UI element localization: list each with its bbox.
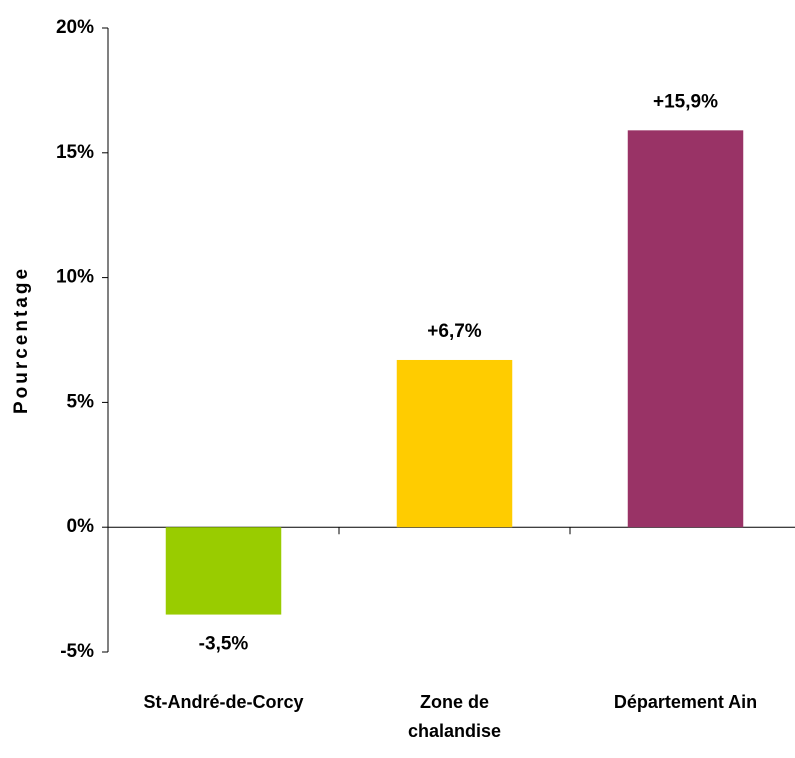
y-tick-label: -5% (60, 641, 94, 662)
y-tick-label: 0% (67, 516, 95, 537)
x-tick-label: St-André-de-Corcy (143, 692, 304, 712)
x-tick-label: Département Ain (613, 692, 758, 712)
value-label: +15,9% (653, 91, 718, 112)
bar (396, 359, 513, 528)
value-label: +6,7% (427, 321, 482, 342)
y-axis-title: Pourcentage (11, 266, 32, 414)
value-label: -3,5% (199, 634, 249, 655)
bar (627, 130, 744, 528)
y-tick-label: 5% (67, 391, 95, 412)
x-tick-label: Zone de chalandise (407, 692, 502, 741)
bar (165, 527, 282, 615)
y-tick-label: 10% (56, 267, 94, 288)
y-tick-label: 20% (56, 17, 94, 38)
y-tick-label: 15% (56, 142, 94, 163)
